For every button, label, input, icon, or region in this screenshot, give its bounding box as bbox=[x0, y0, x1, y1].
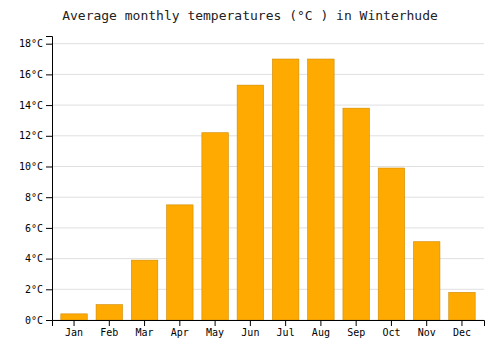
grid-line bbox=[52, 43, 484, 44]
grid-line bbox=[52, 74, 484, 75]
y-tick-label: 4°C bbox=[25, 253, 43, 264]
x-tick: Nov bbox=[418, 320, 436, 338]
x-tick-label: Jun bbox=[241, 327, 259, 338]
y-tick-mark bbox=[46, 289, 52, 290]
bar bbox=[167, 205, 193, 320]
bar bbox=[237, 85, 263, 320]
x-tick-mark bbox=[109, 320, 110, 326]
chart: Average monthly temperatures (°C ) in Wi… bbox=[0, 0, 500, 350]
y-tick-mark bbox=[46, 320, 52, 321]
x-tick: Oct bbox=[382, 320, 400, 338]
x-tick: Apr bbox=[171, 320, 189, 338]
x-tick-mark bbox=[461, 320, 462, 326]
grid-line bbox=[52, 197, 484, 198]
bar bbox=[413, 242, 439, 320]
bar bbox=[131, 260, 157, 320]
y-tick-label: 16°C bbox=[19, 69, 43, 80]
bar bbox=[272, 59, 298, 320]
x-tick-label: Apr bbox=[171, 327, 189, 338]
y-tick-mark bbox=[46, 74, 52, 75]
x-tick-mark bbox=[144, 320, 145, 326]
y-tick-mark bbox=[46, 136, 52, 137]
y-tick: 12°C bbox=[19, 130, 52, 141]
x-tick-label: Mar bbox=[136, 327, 154, 338]
bar bbox=[96, 305, 122, 320]
y-tick: 0°C bbox=[25, 315, 52, 326]
x-tick: Feb bbox=[100, 320, 118, 338]
x-tick-mark bbox=[285, 320, 286, 326]
x-tick-label: Oct bbox=[382, 327, 400, 338]
y-tick-label: 18°C bbox=[19, 38, 43, 49]
y-tick: 16°C bbox=[19, 69, 52, 80]
x-tick: Jan bbox=[65, 320, 83, 338]
y-tick-label: 6°C bbox=[25, 223, 43, 234]
x-tick-label: Aug bbox=[312, 327, 330, 338]
x-tick: Aug bbox=[312, 320, 330, 338]
x-tick: Dec bbox=[453, 320, 471, 338]
x-tick-label: Jan bbox=[65, 327, 83, 338]
y-tick: 14°C bbox=[19, 100, 52, 111]
y-axis: 0°C 2°C 4°C 6°C 8°C 10°C 12°C 14°C 16°C 18°C bbox=[19, 37, 53, 326]
x-axis: Jan Feb Mar Apr May Jun Jul Aug Sep Oct Nov Dec bbox=[53, 320, 485, 338]
axis-line bbox=[53, 321, 485, 327]
y-tick-mark bbox=[46, 197, 52, 198]
plot: 0°C 2°C 4°C 6°C 8°C 10°C 12°C 14°C 16°C 18°C Jan Fe… bbox=[19, 37, 485, 339]
x-tick-mark bbox=[426, 320, 427, 326]
x-tick: Jul bbox=[277, 320, 295, 338]
x-tick-mark bbox=[391, 320, 392, 326]
bar bbox=[378, 168, 404, 320]
grid-line bbox=[52, 105, 484, 106]
x-tick-mark bbox=[356, 320, 357, 326]
x-tick: Sep bbox=[347, 320, 365, 338]
y-tick-mark bbox=[46, 259, 52, 260]
x-tick: Mar bbox=[136, 320, 154, 338]
x-tick-label: Feb bbox=[100, 327, 118, 338]
x-tick-mark bbox=[215, 320, 216, 326]
bar bbox=[449, 292, 475, 320]
title: Average monthly temperatures (°C ) in Wi… bbox=[62, 8, 438, 23]
x-tick-mark bbox=[179, 320, 180, 326]
y-tick-mark bbox=[46, 44, 52, 45]
y-tick-mark bbox=[46, 228, 52, 229]
x-tick-label: Nov bbox=[418, 327, 436, 338]
x-tick-label: Sep bbox=[347, 327, 365, 338]
axis-line bbox=[46, 37, 53, 321]
y-tick-label: 2°C bbox=[25, 284, 43, 295]
x-tick: May bbox=[206, 320, 224, 338]
x-tick-label: Dec bbox=[453, 327, 471, 338]
y-tick-label: 8°C bbox=[25, 192, 43, 203]
grid-line bbox=[52, 135, 484, 136]
x-tick-label: Jul bbox=[277, 327, 295, 338]
y-tick-label: 12°C bbox=[19, 130, 43, 141]
bar bbox=[343, 108, 369, 320]
y-tick: 6°C bbox=[25, 223, 52, 234]
grid bbox=[52, 44, 484, 320]
y-tick-label: 10°C bbox=[19, 161, 43, 172]
x-tick-mark bbox=[320, 320, 321, 326]
grid-line bbox=[52, 227, 484, 228]
y-tick: 8°C bbox=[25, 192, 52, 203]
x-tick-label: May bbox=[206, 327, 224, 338]
bar bbox=[308, 59, 334, 320]
y-tick-label: 14°C bbox=[19, 100, 43, 111]
y-tick: 2°C bbox=[25, 284, 52, 295]
x-tick-mark bbox=[250, 320, 251, 326]
y-tick-mark bbox=[46, 105, 52, 106]
x-tick: Jun bbox=[241, 320, 259, 338]
bar bbox=[61, 314, 87, 320]
x-tick-mark bbox=[74, 320, 75, 326]
bar bbox=[202, 133, 228, 320]
y-tick: 10°C bbox=[19, 161, 52, 172]
y-tick-label: 0°C bbox=[25, 315, 43, 326]
grid-line bbox=[52, 166, 484, 167]
y-tick: 18°C bbox=[19, 38, 52, 49]
y-tick-mark bbox=[46, 166, 52, 167]
bars bbox=[61, 59, 475, 320]
y-tick: 4°C bbox=[25, 253, 52, 264]
